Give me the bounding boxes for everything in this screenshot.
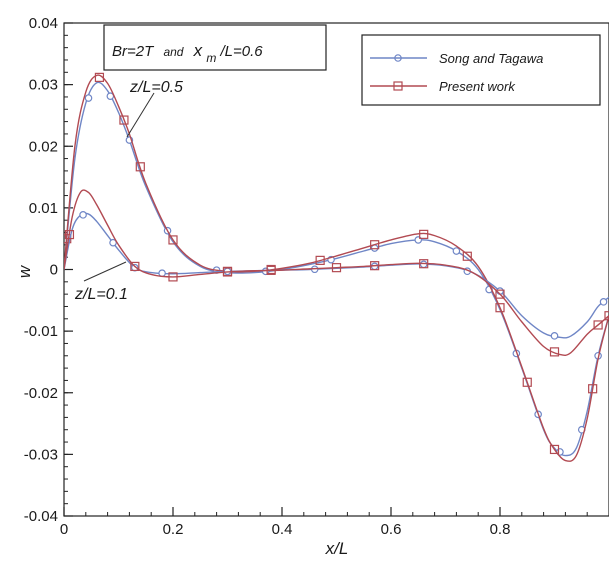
data-point-circle <box>599 298 608 306</box>
data-point-square <box>462 251 472 261</box>
x-tick-label: 0.4 <box>272 521 293 538</box>
data-point-square <box>168 235 178 245</box>
series-line <box>64 212 609 339</box>
param-ratio: /L=0.6 <box>219 43 263 60</box>
data-point-square <box>495 289 505 299</box>
data-point-circle <box>550 332 559 340</box>
series-present-work-z01 <box>64 189 609 357</box>
y-tick-label: 0 <box>50 262 58 279</box>
data-point-square <box>604 311 609 321</box>
data-point-circle <box>84 94 93 102</box>
param-and: and <box>163 45 183 59</box>
data-point-square <box>168 272 178 282</box>
data-point-square <box>419 229 429 239</box>
data-point-square <box>522 377 532 387</box>
axes: 0 0.2 0.4 0.6 0.8 0.04 0.03 0.02 0.01 0 -0.01 -0.02… <box>24 15 609 538</box>
param-sub: m <box>206 51 216 65</box>
data-point-square <box>593 320 603 330</box>
y-tick-label: -0.02 <box>24 385 58 402</box>
data-point-square <box>588 384 598 394</box>
data-point-square <box>495 303 505 313</box>
data-point-square <box>549 444 560 455</box>
y-tick-label: -0.04 <box>24 508 58 525</box>
y-tick-label: 0.01 <box>29 200 58 217</box>
data-point-circle <box>419 260 428 269</box>
data-point-circle <box>109 238 117 247</box>
data-point-square <box>549 347 560 357</box>
data-point-square <box>331 263 342 273</box>
data-point-square <box>370 240 380 250</box>
data-point-square <box>266 265 276 275</box>
x-tick-label: 0.2 <box>163 521 184 538</box>
data-point-square <box>419 259 429 269</box>
y-tick-label: 0.04 <box>29 15 58 32</box>
svg-text:z/L=0.1: z/L=0.1 <box>74 286 128 303</box>
legend-label-present-work: Present work <box>439 79 516 94</box>
x-axis-title: x/L <box>325 539 349 558</box>
data-point-square <box>135 162 145 172</box>
legend-label-song-tagawa: Song and Tagawa <box>439 51 543 66</box>
parameter-box: Br=2T and x m /L=0.6 <box>103 24 327 71</box>
data-point-circle <box>452 247 461 255</box>
data-point-square <box>130 261 140 272</box>
x-tick-label: 0.6 <box>381 521 402 538</box>
y-tick-label: -0.03 <box>24 446 58 463</box>
annotation-lower: z/L=0.1 <box>74 261 128 303</box>
series-layer <box>64 72 609 462</box>
data-point-square <box>222 267 233 277</box>
legend: Song and Tagawa Present work <box>361 34 601 106</box>
svg-text:Br=2T and x: Br=2T and x m /L=0.6 <box>112 41 263 66</box>
svg-text:z/L=0.5: z/L=0.5 <box>129 79 183 96</box>
y-tick-label: -0.01 <box>24 323 58 340</box>
param-br: Br=2T <box>112 43 155 60</box>
series-song-tagawa-z01 <box>64 211 609 340</box>
legend-marker-square <box>393 81 403 91</box>
param-x: x <box>193 41 203 60</box>
data-point-circle <box>79 211 87 219</box>
data-point-square <box>94 72 105 82</box>
data-point-circle <box>414 236 423 244</box>
annotation-upper: z/L=0.5 <box>126 79 183 138</box>
data-point-square <box>119 115 129 125</box>
x-tick-label: 0.8 <box>490 521 511 538</box>
x-tick-label: 0 <box>60 521 68 538</box>
data-point-square <box>64 229 75 240</box>
series-line <box>64 189 609 357</box>
series-present-work-z05 <box>64 72 609 462</box>
y-tick-label: 0.03 <box>29 77 58 94</box>
legend-marker-circle <box>394 54 402 62</box>
data-point-square <box>370 261 380 271</box>
series-line <box>64 74 609 462</box>
y-axis-title: w <box>15 264 34 278</box>
data-point-square <box>315 255 325 265</box>
y-tick-label: 0.02 <box>29 138 58 155</box>
